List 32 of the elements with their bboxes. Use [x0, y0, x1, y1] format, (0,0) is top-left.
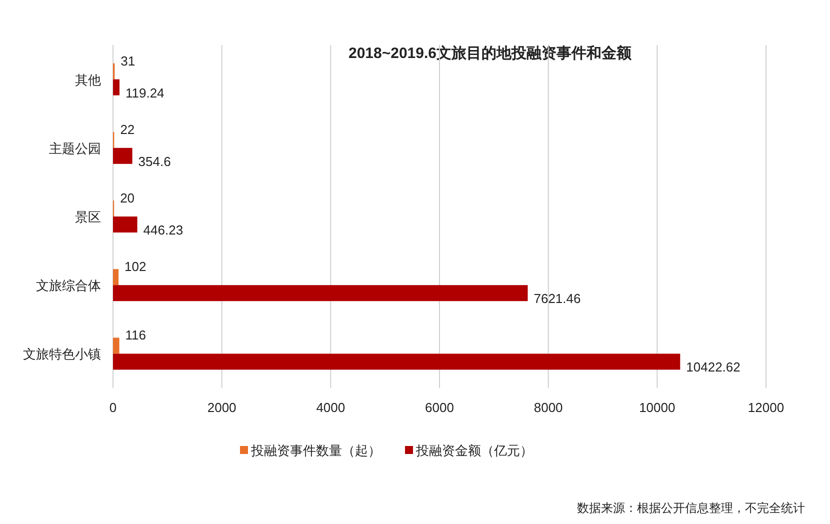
data-label: 20	[120, 190, 135, 206]
bar	[113, 269, 119, 286]
data-label: 10422.62	[686, 360, 740, 375]
x-tick-label: 4000	[316, 400, 346, 415]
data-label: 116	[125, 328, 146, 343]
x-tick-label: 0	[109, 400, 117, 415]
bar	[113, 285, 528, 302]
bar	[113, 354, 680, 370]
data-label: 31	[120, 53, 136, 68]
bar	[113, 338, 120, 354]
data-label: 22	[120, 122, 135, 137]
x-tick-label: 12000	[748, 400, 784, 415]
y-tick-label: 其他	[75, 72, 101, 88]
data-label: 354.6	[138, 154, 171, 169]
y-tick-label: 主题公园	[49, 140, 101, 156]
bar	[113, 216, 138, 232]
data-label: 102	[124, 259, 146, 274]
data-label: 119.24	[125, 85, 164, 100]
legend-label: 投融资金额（亿元）	[415, 443, 533, 458]
data-label: 446.23	[143, 222, 184, 238]
bar	[113, 79, 120, 96]
y-tick-label: 景区	[75, 210, 101, 224]
x-tick-label: 6000	[425, 400, 454, 415]
legend-label: 投融资事件数量（起）	[250, 443, 381, 458]
bar	[113, 148, 132, 164]
x-tick-label: 8000	[534, 400, 563, 415]
y-tick-label: 文旅特色小镇	[23, 346, 101, 362]
x-tick-label: 2000	[207, 400, 236, 415]
y-tick-label: 文旅综合体	[36, 278, 101, 294]
data-label: 7621.46	[534, 291, 581, 306]
x-tick-label: 10000	[639, 400, 676, 415]
source-note: 数据来源：根据公开信息整理，不完全统计	[577, 501, 805, 515]
